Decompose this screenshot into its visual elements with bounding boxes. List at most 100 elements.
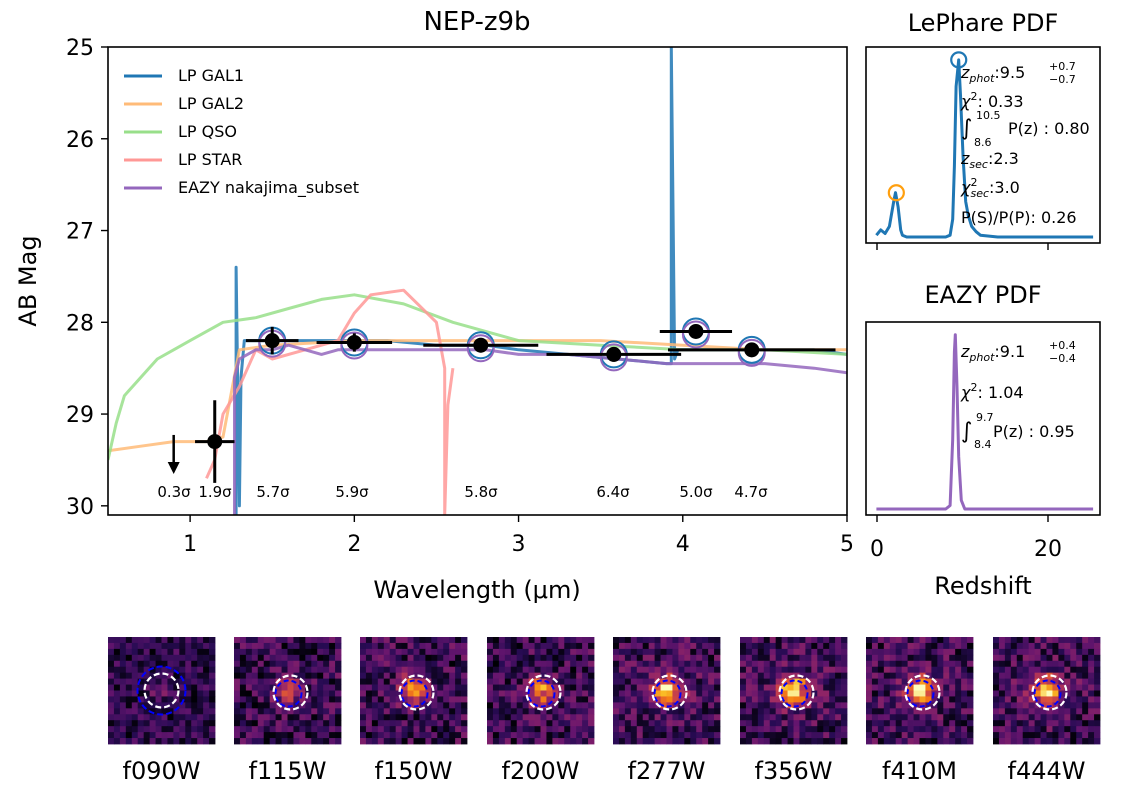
cutout-label-f410m: f410M [882, 757, 957, 785]
eazy-pdf-panel: EAZY PDF 0 20 Redshift zphot:9.1 +0.4 −0… [865, 281, 1101, 600]
sed-ytick-label-28: 28 [66, 311, 94, 336]
sed-x-axis: 1 2 3 4 5 [183, 515, 854, 557]
data-point-f410m [688, 323, 704, 339]
eazy-title: EAZY PDF [924, 281, 1041, 309]
cutout-aperture-f356w [778, 674, 815, 711]
cutout-label-f200w: f200W [502, 757, 580, 785]
sed-xtick-label-5: 5 [840, 532, 854, 557]
cutout-outer-aperture-f356w [780, 679, 809, 708]
cutout-aperture-f115w [272, 674, 309, 711]
eazy-annotations: zphot:9.1 +0.4 −0.4 χ2: 1.04 ∫ 9.7 8.4 P… [960, 339, 1076, 451]
snr-label-f200w: 5.9σ [335, 483, 369, 501]
lephare-zphot-down: −0.7 [1049, 73, 1076, 86]
lephare-ratio: P(S)/P(P): 0.26 [961, 208, 1077, 227]
eazy-pdf-curve-group [876, 333, 1094, 511]
eazy-frame [865, 321, 1101, 516]
sed-frame [107, 46, 848, 516]
eazy-pdf-curve [876, 333, 1094, 511]
sed-ytick-label-26: 26 [66, 128, 94, 153]
data-point-f444w [744, 342, 760, 358]
lephare-pdf-panel: LePhare PDF zphot:9.5 +0.7 −0.7 χ2: 0.33… [865, 9, 1101, 250]
sed-ytick-label-25: 25 [66, 36, 94, 61]
eazy-integral-upper: 9.7 [976, 411, 994, 424]
cutout-aperture-f277w [651, 674, 688, 711]
legend-label-lp-gal2: LP GAL2 [178, 94, 244, 113]
sed-ytick-label-27: 27 [66, 220, 94, 245]
model-marker-eazy-f200w [340, 331, 369, 360]
eazy-zphot: zphot:9.1 [960, 342, 1025, 364]
lephare-pdf-curve-group [875, 51, 1094, 239]
snr-label-f444w: 4.7σ [734, 483, 768, 501]
eazy-zphot-down: −0.4 [1049, 352, 1076, 365]
upper-limit-arrow-f090w [167, 461, 180, 474]
data-point-f150w [264, 333, 280, 349]
model-marker-eazy-f356w [599, 343, 628, 372]
lephare-zsec: zsec:2.3 [960, 149, 1019, 171]
lephare-annotations: zphot:9.5 +0.7 −0.7 χ2: 0.33 ∫ 10.5 8.6 … [960, 60, 1090, 227]
sed-xtick-label-1: 1 [183, 532, 197, 557]
lephare-zphot-up: +0.7 [1049, 60, 1076, 73]
sed-x-label: Wavelength (μm) [373, 576, 580, 604]
cutout-f090w [108, 637, 216, 745]
lephare-chi2: χ2: 0.33 [960, 90, 1024, 111]
sed-series-lp-star [205, 288, 455, 515]
cutout-outer-aperture-f444w [1033, 679, 1062, 708]
cutout-aperture-f200w [525, 674, 562, 711]
eazy-xtick-label-0: 0 [870, 537, 884, 562]
cutout-outer-aperture-f150w [400, 679, 429, 708]
cutout-f200w [487, 637, 595, 745]
snr-label-f410m: 5.0σ [679, 483, 713, 501]
lephare-integral-sign: ∫ [961, 116, 972, 141]
lephare-pdf-curve [875, 58, 1094, 239]
snr-label-f115w: 1.9σ [198, 483, 232, 501]
eazy-xtick-label-20: 20 [1034, 537, 1062, 562]
eazy-integral-sign: ∫ [961, 419, 972, 444]
model-marker-eazy-f410m [681, 320, 710, 349]
sed-y-axis: 25 26 27 28 29 30 [66, 36, 108, 520]
sed-xtick-label-2: 2 [347, 532, 361, 557]
cutout-label-f444w: f444W [1008, 757, 1086, 785]
cutout-aperture-f444w [1031, 674, 1068, 711]
sed-ytick-label-30: 30 [66, 495, 94, 520]
eazy-zphot-up: +0.4 [1049, 339, 1076, 352]
sed-snr-labels: 0.3σ 1.9σ 5.7σ 5.9σ 5.8σ 6.4σ 5.0σ 4.7σ [157, 483, 768, 501]
cutout-outer-aperture-f410m [906, 679, 935, 708]
data-point-f115w [207, 434, 223, 450]
cutout-label-f115w: f115W [249, 757, 327, 785]
cutout-outer-aperture-f115w [274, 679, 303, 708]
cutout-aperture-f410m [904, 674, 941, 711]
lephare-chi2sec: χ2 sec:3.0 [960, 176, 1020, 200]
snr-label-f356w: 6.4σ [596, 483, 630, 501]
cutout-outer-aperture-f277w [653, 679, 682, 708]
sed-y-label: AB Mag [14, 235, 42, 326]
sed-xtick-label-4: 4 [676, 532, 690, 557]
cutout-aperture-f090w [143, 672, 180, 709]
lephare-zphot: zphot:9.5 [960, 63, 1025, 85]
cutout-label-f356w: f356W [755, 757, 833, 785]
sed-photometry-group [167, 317, 836, 483]
model-marker-eazy-f277w [466, 334, 495, 363]
lephare-integral-upper: 10.5 [976, 109, 1001, 122]
sed-series-lp-gal1 [234, 47, 847, 515]
sed-panel: NEP-z9b 0.3σ 1.9σ 5.7σ 5.9σ 5.8σ 6.4σ 5.… [14, 7, 854, 604]
data-point-f356w [606, 346, 622, 362]
cutout-row: f090W f115W f150W f200W f277W f356W f410M f444W [108, 637, 1101, 785]
lephare-pdf-peak-marker-0 [950, 51, 968, 69]
cutout-f356w [740, 637, 848, 745]
data-point-f277w [473, 337, 489, 353]
cutout-f410m [866, 637, 974, 745]
sed-series-lp-qso [108, 293, 847, 461]
cutout-label-f090w: f090W [123, 757, 201, 785]
cutout-label-f277w: f277W [628, 757, 706, 785]
eazy-chi2: χ2: 1.04 [960, 381, 1024, 402]
cutout-aperture-f150w [398, 674, 435, 711]
cutout-f277w [613, 637, 721, 745]
snr-label-f090w: 0.3σ [157, 483, 191, 501]
legend-label-lp-qso: LP QSO [178, 122, 237, 141]
sed-ytick-label-29: 29 [66, 403, 94, 428]
lephare-pdf-peak-marker-1 [887, 184, 905, 202]
snr-label-f150w: 5.7σ [256, 483, 290, 501]
sed-title: NEP-z9b [423, 7, 530, 37]
lephare-integral-value: P(z) : 0.80 [1008, 119, 1090, 138]
